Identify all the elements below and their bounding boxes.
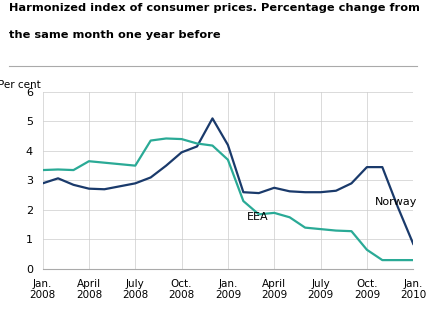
- Text: Per cent: Per cent: [0, 80, 41, 90]
- Text: EEA: EEA: [246, 212, 268, 222]
- Text: the same month one year before: the same month one year before: [9, 30, 220, 39]
- Text: Harmonized index of consumer prices. Percentage change from: Harmonized index of consumer prices. Per…: [9, 3, 419, 13]
- Text: Norway: Norway: [374, 197, 417, 208]
